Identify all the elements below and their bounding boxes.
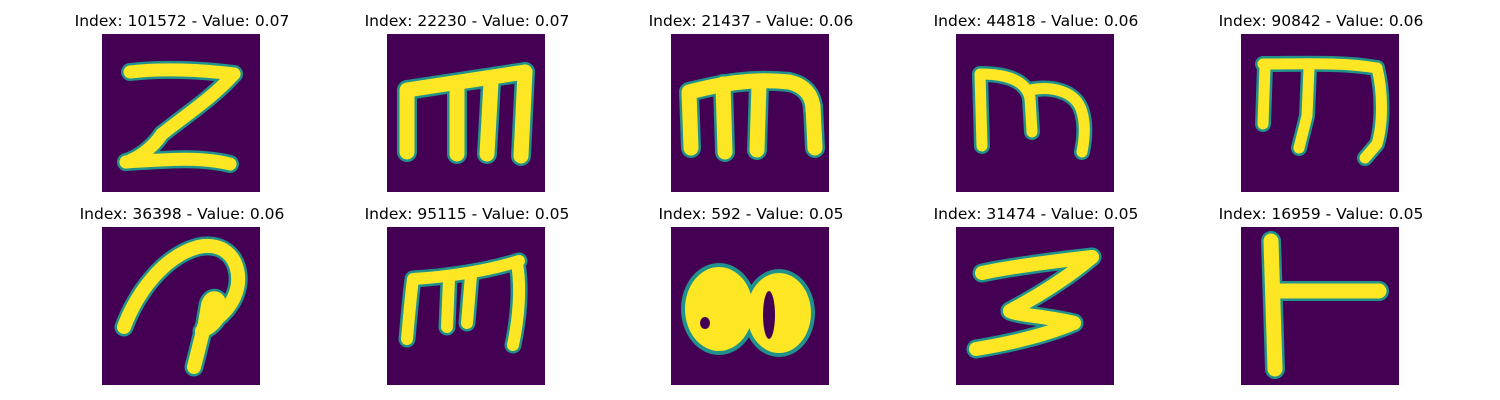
panel-title: Index: 16959 - Value: 0.05 xyxy=(1218,205,1424,223)
glyph-stroke xyxy=(969,316,1081,356)
panel-title: Index: 36398 - Value: 0.06 xyxy=(79,205,285,223)
glyph-t-sideways xyxy=(1241,227,1399,385)
glyph-image xyxy=(387,34,545,192)
glyph-zigzag xyxy=(956,227,1114,385)
glyph-image xyxy=(102,34,260,192)
glyph-image xyxy=(956,34,1114,192)
glyph-stroke xyxy=(1263,233,1283,377)
glyph-fill xyxy=(685,267,753,351)
glyph-stroke xyxy=(1024,83,1090,158)
glyph-stroke xyxy=(1024,92,1038,138)
glyph-sigma xyxy=(102,34,260,192)
panel-title: Index: 592 - Value: 0.05 xyxy=(658,205,844,223)
panel-title: Index: 22230 - Value: 0.07 xyxy=(364,12,570,30)
glyph-m-round xyxy=(671,34,829,192)
glyph-image xyxy=(671,227,829,385)
glyph-stroke xyxy=(399,64,533,160)
panel-title: Index: 31474 - Value: 0.05 xyxy=(933,205,1139,223)
glyph-stroke xyxy=(1257,60,1271,130)
glyph-stroke xyxy=(805,98,823,156)
glyph-stroke xyxy=(195,291,228,338)
glyph-stroke xyxy=(401,255,525,345)
glyph-hole xyxy=(763,291,775,339)
glyph-hole xyxy=(700,317,710,329)
glyph-image xyxy=(102,227,260,385)
panel-title: Index: 44818 - Value: 0.06 xyxy=(933,12,1139,30)
panel-title: Index: 21437 - Value: 0.06 xyxy=(648,12,854,30)
panel-title: Index: 95115 - Value: 0.05 xyxy=(364,205,570,223)
glyph-stroke xyxy=(461,269,477,329)
glyph-stroke xyxy=(155,67,241,141)
glyph-stroke xyxy=(117,238,246,334)
glyph-stroke xyxy=(507,257,526,351)
glyph-stroke xyxy=(119,152,237,171)
glyph-blob-80 xyxy=(671,227,829,385)
glyph-stroke xyxy=(123,63,241,81)
glyph-image xyxy=(1241,34,1399,192)
panel-title: Index: 101572 - Value: 0.07 xyxy=(74,12,290,30)
glyph-fill xyxy=(747,273,811,353)
panel-title: Index: 90842 - Value: 0.06 xyxy=(1218,12,1424,30)
glyph-stroke xyxy=(479,74,499,162)
glyph-stroke xyxy=(441,273,455,333)
glyph-stroke xyxy=(513,64,533,164)
glyph-m-boxy xyxy=(387,34,545,192)
glyph-m-italic xyxy=(1241,34,1399,192)
glyph-image xyxy=(956,227,1114,385)
glyph-image xyxy=(671,34,829,192)
glyph-p-loop xyxy=(102,227,260,385)
glyph-image xyxy=(1241,227,1399,385)
glyph-stroke xyxy=(187,320,211,374)
glyph-stroke xyxy=(749,76,767,158)
glyph-stroke xyxy=(1293,62,1315,154)
glyph-stroke xyxy=(1359,62,1387,164)
glyph-m-thin xyxy=(956,34,1114,192)
glyph-stroke xyxy=(1257,58,1383,74)
glyph-m-slanted xyxy=(387,227,545,385)
glyph-stroke xyxy=(681,73,821,156)
glyph-stroke xyxy=(715,76,733,160)
glyph-image xyxy=(387,227,545,385)
